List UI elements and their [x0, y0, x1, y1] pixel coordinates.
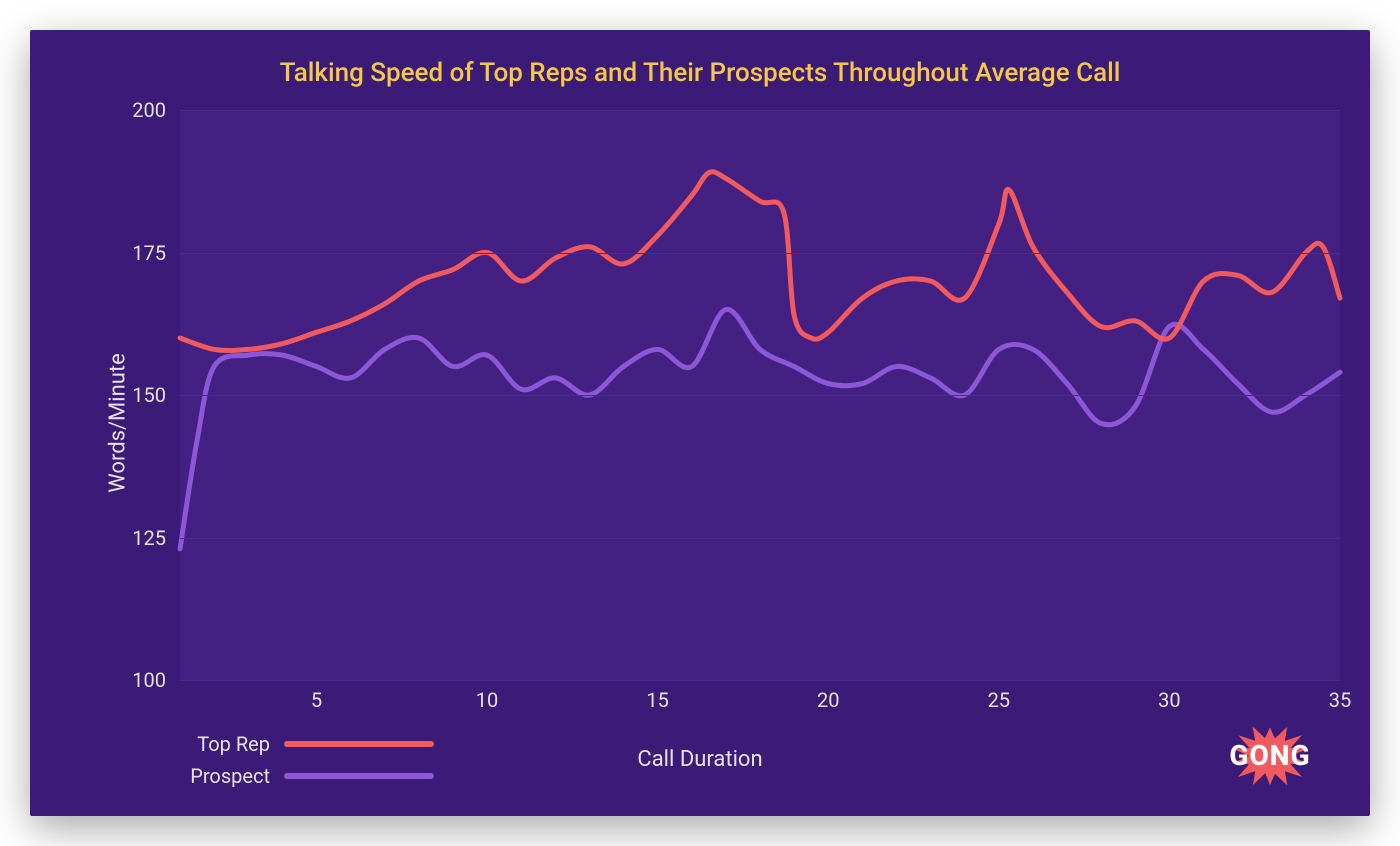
x-tick-label: 5 — [311, 688, 322, 712]
y-axis-label: Words/Minute — [105, 353, 130, 493]
gridline — [180, 538, 1340, 539]
legend-item: Prospect — [150, 764, 434, 788]
legend: Top Rep Prospect — [150, 732, 434, 796]
x-tick-label: 20 — [817, 688, 839, 712]
gridline — [180, 395, 1340, 396]
plot-area: 1001251501752005101520253035 — [180, 110, 1340, 680]
y-tick-label: 125 — [132, 526, 166, 550]
chart-title: Talking Speed of Top Reps and Their Pros… — [30, 58, 1370, 88]
y-tick-label: 200 — [132, 98, 166, 122]
gridline — [180, 680, 1340, 681]
legend-label: Prospect — [150, 764, 270, 788]
y-tick-label: 100 — [132, 668, 166, 692]
gridline — [180, 253, 1340, 254]
x-tick-label: 10 — [476, 688, 498, 712]
gridline — [180, 110, 1340, 111]
legend-swatch — [284, 741, 434, 747]
y-tick-label: 150 — [132, 383, 166, 407]
legend-label: Top Rep — [150, 732, 270, 756]
chart-card: Talking Speed of Top Reps and Their Pros… — [30, 30, 1370, 816]
x-tick-label: 15 — [646, 688, 668, 712]
legend-swatch — [284, 773, 434, 779]
legend-item: Top Rep — [150, 732, 434, 756]
x-tick-label: 25 — [988, 688, 1010, 712]
x-tick-label: 35 — [1329, 688, 1351, 712]
series-line-top-rep — [180, 172, 1340, 351]
gong-logo: GONG — [1200, 716, 1340, 796]
series-line-prospect — [180, 309, 1340, 549]
logo-text: GONG — [1229, 739, 1310, 772]
y-tick-label: 175 — [132, 241, 166, 265]
x-tick-label: 30 — [1158, 688, 1180, 712]
